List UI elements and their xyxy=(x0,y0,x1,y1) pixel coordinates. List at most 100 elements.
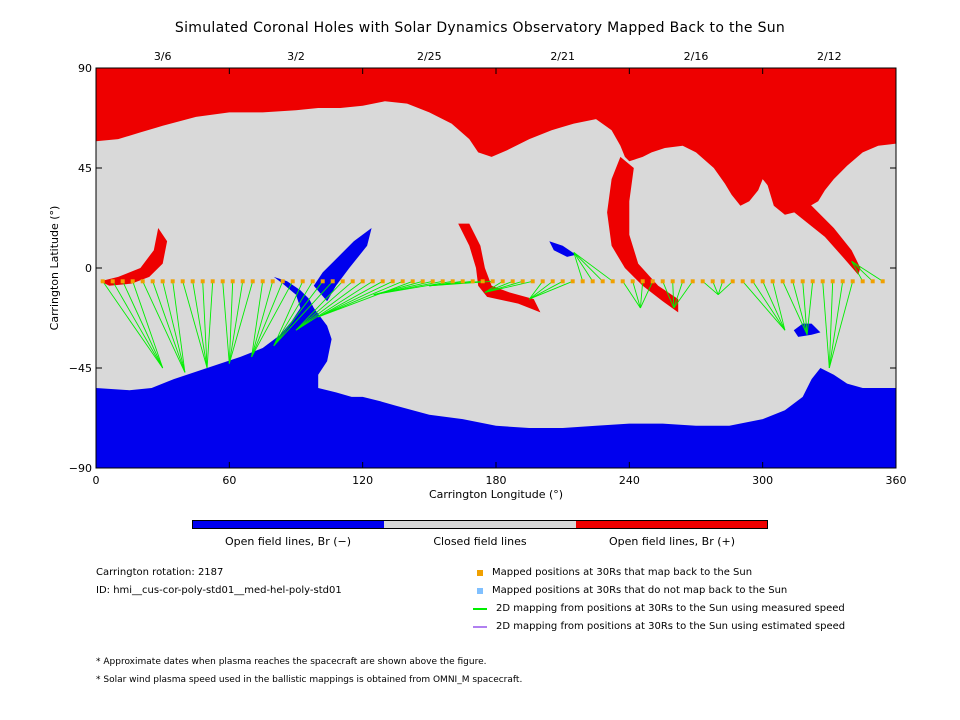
mapped-point xyxy=(270,279,275,284)
mapping-line xyxy=(373,280,453,296)
mapped-point xyxy=(870,279,875,284)
mapping-line xyxy=(295,280,373,331)
mapped-point xyxy=(480,279,485,284)
mapping-line xyxy=(828,281,854,369)
north-polar-open-positive xyxy=(96,68,896,215)
colorbar-closed xyxy=(384,521,576,528)
mapping-line xyxy=(295,280,363,331)
mapped-point xyxy=(640,279,645,284)
mapped-point xyxy=(830,279,835,284)
mapped-point xyxy=(600,279,605,284)
mapped-point xyxy=(350,279,355,284)
mapping-line xyxy=(122,281,164,369)
mapping-line xyxy=(273,280,334,347)
mapping-line xyxy=(251,281,274,358)
mapping-line xyxy=(206,281,214,369)
legend-marker-measured xyxy=(473,607,487,610)
y-tick-label: −45 xyxy=(69,362,92,375)
mapped-point xyxy=(250,279,255,284)
mapping-line xyxy=(742,281,786,331)
mapped-point xyxy=(660,279,665,284)
mapped-point xyxy=(800,279,805,284)
y-axis-title: Carrington Latitude (°) xyxy=(48,206,61,331)
mapping-line xyxy=(717,280,734,296)
mapping-line xyxy=(529,280,563,300)
mapping-line xyxy=(851,260,883,282)
y-tick-label: 90 xyxy=(78,62,92,75)
x-tick-label: 0 xyxy=(93,474,100,487)
colorbar-label-open-positive: Open field lines, Br (+) xyxy=(608,535,736,548)
mapped-point xyxy=(310,279,315,284)
mapped-point xyxy=(680,279,685,284)
mapping-line xyxy=(851,261,864,282)
mapping-line xyxy=(102,281,164,369)
footnote-speed: * Solar wind plasma speed used in the ba… xyxy=(96,675,523,685)
model-id: ID: hmi__cus-cor-poly-std01__med-hel-pol… xyxy=(96,585,342,596)
mapping-line xyxy=(762,281,786,331)
mapping-line xyxy=(484,280,533,293)
mapped-point xyxy=(440,279,445,284)
mapping-line xyxy=(228,281,254,364)
mapped-point xyxy=(120,279,125,284)
mapping-line xyxy=(318,280,413,318)
mapped-point xyxy=(430,279,435,284)
mapped-point xyxy=(880,279,885,284)
mapping-line xyxy=(142,281,186,373)
y-tick-label: −90 xyxy=(69,462,92,475)
mapped-point xyxy=(130,279,135,284)
mapped-point xyxy=(300,279,305,284)
mapped-point xyxy=(150,279,155,284)
mapped-point xyxy=(840,279,845,284)
mapping-line xyxy=(573,252,604,282)
mapping-line xyxy=(484,280,513,293)
legend-label-mapped: Mapped positions at 30Rs that map back t… xyxy=(492,567,753,578)
mapping-line xyxy=(573,252,594,282)
mapped-point xyxy=(740,279,745,284)
top-date-label: 2/12 xyxy=(817,50,842,63)
mapping-line xyxy=(772,281,786,331)
mapped-point xyxy=(780,279,785,284)
colorbar-open-negative xyxy=(193,521,385,528)
mapping-line xyxy=(673,281,694,309)
mapped-point xyxy=(710,279,715,284)
mapping-line xyxy=(295,280,344,331)
mapped-point xyxy=(820,279,825,284)
mapping-line xyxy=(828,281,834,369)
mapped-point xyxy=(500,279,505,284)
mapped-point xyxy=(560,279,565,284)
mapped-point xyxy=(530,279,535,284)
top-date-label: 3/2 xyxy=(287,50,305,63)
mapping-line xyxy=(273,281,324,347)
mapped-point xyxy=(140,279,145,284)
negative-arm-hole xyxy=(313,228,372,302)
mapped-point xyxy=(630,279,635,284)
mapped-point xyxy=(340,279,345,284)
x-tick-label: 60 xyxy=(222,474,236,487)
y-tick-label: 45 xyxy=(78,162,92,175)
mapping-line xyxy=(806,281,814,335)
mapping-line xyxy=(639,281,654,309)
legend-item-unmapped: Mapped positions at 30Rs that do not map… xyxy=(477,585,787,596)
mapped-point xyxy=(730,279,735,284)
positive-hole-west xyxy=(100,228,168,286)
mapping-line xyxy=(673,281,684,309)
mapping-line xyxy=(112,281,164,369)
top-date-label: 2/21 xyxy=(550,50,575,63)
mapped-point xyxy=(490,279,495,284)
x-tick-label: 300 xyxy=(752,474,773,487)
mapped-point xyxy=(420,279,425,284)
mapped-point xyxy=(210,279,215,284)
positive-hole-central xyxy=(458,223,541,313)
mapping-line xyxy=(318,280,393,318)
negative-hole-small xyxy=(549,241,576,257)
mapping-line xyxy=(172,281,186,373)
x-axis-title: Carrington Longitude (°) xyxy=(429,488,563,501)
mapping-line xyxy=(662,281,675,309)
mapped-point xyxy=(580,279,585,284)
mapped-point xyxy=(650,279,655,284)
x-tick-label: 240 xyxy=(619,474,640,487)
mapped-point xyxy=(260,279,265,284)
mapped-point xyxy=(220,279,225,284)
mapping-line xyxy=(484,280,503,293)
legend-marker-unmapped xyxy=(477,587,483,594)
